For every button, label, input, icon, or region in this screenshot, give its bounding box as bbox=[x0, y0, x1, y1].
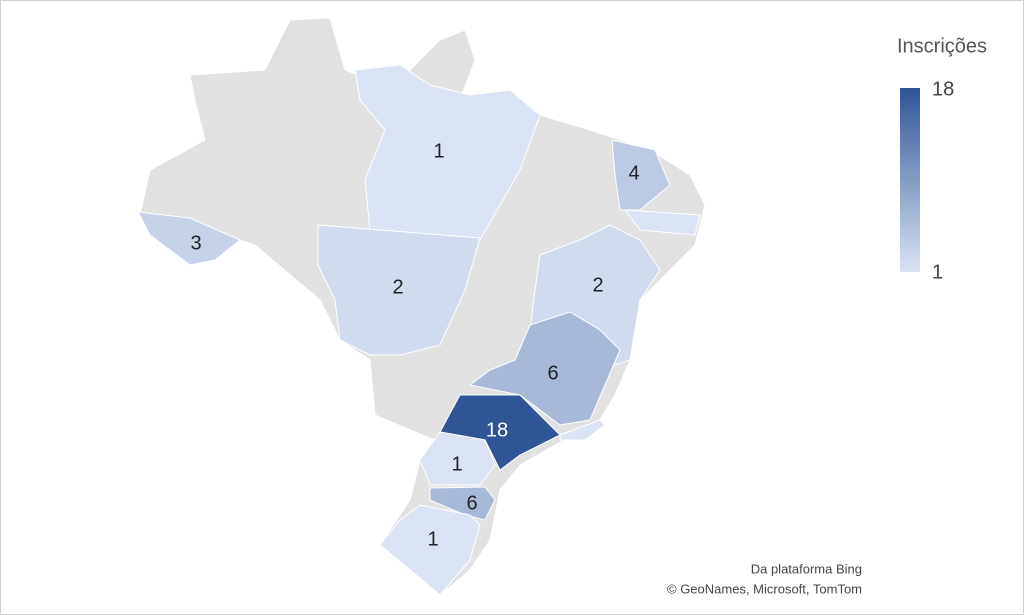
attribution: © GeoNames, Microsoft, TomTom bbox=[667, 581, 862, 596]
region-label: 18 bbox=[486, 419, 508, 441]
region bbox=[317, 224, 481, 356]
region-label: 1 bbox=[451, 453, 462, 475]
region bbox=[419, 431, 496, 486]
region bbox=[611, 139, 671, 211]
region-label: 6 bbox=[466, 492, 477, 514]
region-unlabeled bbox=[559, 419, 606, 441]
region-unlabeled bbox=[623, 209, 701, 236]
region-label: 3 bbox=[190, 232, 201, 254]
region bbox=[468, 311, 621, 426]
region bbox=[354, 64, 541, 241]
region-label: 1 bbox=[433, 140, 444, 162]
region bbox=[429, 486, 496, 521]
legend-title: Inscrições bbox=[897, 35, 987, 57]
attribution: Da plataforma Bing bbox=[751, 561, 862, 576]
legend-min: 1 bbox=[932, 261, 943, 283]
region-label: 4 bbox=[628, 162, 639, 184]
region bbox=[379, 504, 481, 596]
legend-max: 18 bbox=[932, 78, 954, 100]
legend-scale bbox=[900, 88, 920, 272]
region-label: 2 bbox=[592, 274, 603, 296]
region-label: 2 bbox=[392, 276, 403, 298]
region-label: 1 bbox=[427, 528, 438, 550]
region bbox=[137, 211, 241, 266]
region-label: 6 bbox=[547, 362, 558, 384]
